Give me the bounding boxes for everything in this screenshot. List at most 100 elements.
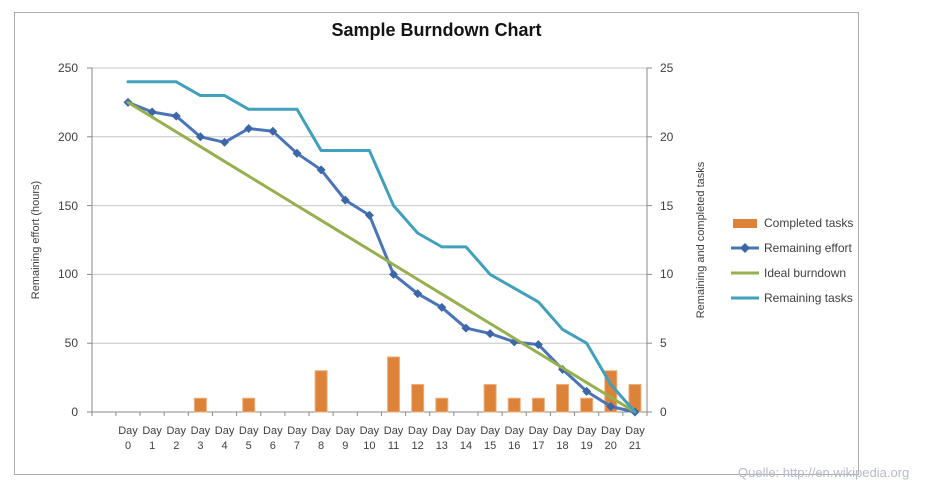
x-tick-label-number: 13: [435, 440, 448, 452]
x-tick-label-number: 0: [124, 440, 132, 452]
x-tick-label: Day 10: [354, 424, 384, 454]
bar: [507, 397, 521, 413]
bars-completed-tasks: [193, 356, 642, 413]
legend-swatch: [731, 271, 759, 274]
bar: [411, 383, 425, 413]
diamond-marker: [364, 210, 374, 220]
legend-item-completed-tasks: Completed tasks: [730, 210, 853, 235]
x-tick-label-number: 7: [293, 440, 301, 452]
diamond-marker: [220, 137, 230, 147]
x-tick-label-number: 8: [318, 440, 325, 452]
line-ideal-burndown: [126, 100, 637, 414]
y-right-tick-label: 5: [660, 336, 667, 351]
diamond-marker: [606, 401, 616, 411]
x-tick-label: Day 13: [427, 424, 457, 454]
x-tick-label-number: 14: [459, 440, 473, 452]
diamond-marker: [413, 289, 423, 299]
x-tick-label-prefix: Day: [118, 425, 138, 437]
gridlines: [92, 67, 647, 344]
diamond-marker: [437, 302, 447, 312]
x-tick-label: Day 0: [113, 424, 143, 454]
y-right-tick-label: 25: [660, 61, 674, 75]
x-tick-label-prefix: Day: [480, 425, 500, 437]
x-tick-label: Day 11: [379, 424, 409, 454]
x-tick-label-prefix: Day: [190, 425, 211, 437]
x-tick-label-number: 11: [387, 440, 400, 452]
x-tick-label-number: 9: [342, 440, 349, 452]
x-tick-label: Day 2: [161, 424, 191, 454]
y-left-tick-label: 250: [57, 61, 78, 75]
x-tick-label-number: 17: [532, 440, 545, 452]
x-tick-label-prefix: Day: [576, 425, 597, 437]
bar: [556, 383, 570, 413]
x-tick-label: Day 3: [185, 424, 215, 454]
x-tick-label: Day 14: [451, 424, 481, 454]
source-note: Quelle: http://en.wikipedia.org: [738, 465, 910, 480]
diamond-marker: [292, 148, 302, 158]
legend-swatch: [731, 242, 759, 253]
x-tick-label-prefix: Day: [238, 425, 259, 437]
x-tick-label: Day 1: [137, 424, 167, 454]
line-remaining-tasks: [126, 80, 637, 414]
chart-frame: [14, 12, 859, 475]
chart-title: Sample Burndown Chart: [331, 20, 542, 40]
x-tick-label-prefix: Day: [601, 425, 621, 437]
x-tick-label-prefix: Day: [359, 425, 380, 437]
x-tick-label-prefix: Day: [166, 425, 187, 437]
diamond-marker: [195, 132, 205, 142]
x-tick-label: Day 16: [499, 424, 529, 454]
x-tick-label-number: 18: [556, 440, 569, 452]
x-tick-label-prefix: Day: [287, 425, 307, 437]
y-right-tick-label: 0: [660, 405, 667, 419]
x-tick-label: Day 7: [282, 424, 312, 454]
legend-item-ideal-burndown: Ideal burndown: [730, 260, 853, 285]
diamond-marker: [485, 329, 495, 339]
x-tick-label: Day 18: [548, 424, 578, 454]
bar: [314, 370, 328, 413]
x-tick-label-number: 3: [197, 440, 204, 452]
y-axis-right-title: Remaining and completed tasks: [695, 161, 707, 319]
x-tick-label-number: 19: [580, 440, 593, 452]
x-tick-label-prefix: Day: [625, 425, 645, 437]
x-tick-label: Day 5: [234, 424, 264, 454]
bar: [435, 397, 449, 413]
y-right-tick-label: 10: [660, 267, 674, 282]
bar: [580, 397, 594, 413]
x-tick-label-number: 4: [221, 440, 228, 452]
diamond-marker: [268, 126, 278, 136]
y-axis-left-title: Remaining effort (hours): [30, 180, 42, 300]
bar: [483, 383, 497, 413]
diamond-marker: [582, 386, 592, 396]
legend-label: Ideal burndown: [764, 265, 847, 280]
x-tick-label-prefix: Day: [142, 425, 162, 437]
diamond-marker: [389, 269, 399, 279]
legend-swatch: [731, 296, 759, 299]
x-tick-label-number: 1: [149, 440, 156, 452]
x-tick-label: Day 8: [306, 424, 336, 454]
y-left-tick-label: 200: [57, 129, 78, 144]
x-tick-label-number: 20: [604, 440, 617, 452]
diamond-marker: [340, 195, 350, 205]
y-left-tick-label: 0: [71, 405, 78, 419]
x-tick-label-prefix: Day: [456, 425, 476, 437]
x-tick-label-number: 21: [628, 440, 642, 452]
x-tick-label: Day 9: [330, 424, 360, 454]
x-tick-label-prefix: Day: [504, 425, 525, 437]
bar: [193, 397, 207, 413]
legend-item-remaining-tasks: Remaining tasks: [730, 285, 853, 310]
x-tick-label: Day 12: [403, 424, 433, 454]
x-tick-label-number: 12: [411, 440, 424, 452]
x-tick-label-prefix: Day: [263, 425, 283, 437]
legend-item-remaining-effort: Remaining effort: [730, 235, 853, 260]
x-tick-label: Day 6: [258, 424, 288, 454]
y-left-tick-label: 50: [64, 336, 78, 351]
diamond-marker: [461, 323, 471, 333]
legend-label: Completed tasks: [764, 215, 854, 230]
x-tick-label: Day 4: [210, 424, 240, 454]
x-tick-label-number: 15: [483, 440, 497, 452]
axes: [87, 67, 652, 416]
legend-label: Remaining tasks: [764, 290, 853, 305]
y-right-tick-label: 15: [660, 198, 674, 213]
